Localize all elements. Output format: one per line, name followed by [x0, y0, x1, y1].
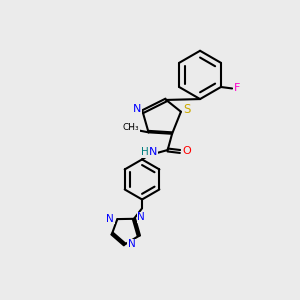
Text: methyl: methyl: [129, 127, 134, 128]
Text: S: S: [183, 103, 190, 116]
Text: H: H: [141, 147, 149, 157]
Text: N: N: [133, 104, 141, 114]
Text: CH₃: CH₃: [122, 123, 139, 132]
Text: N: N: [128, 239, 136, 250]
Text: N: N: [137, 212, 145, 222]
Text: N: N: [106, 214, 114, 224]
Text: F: F: [234, 83, 241, 94]
Text: O: O: [182, 146, 191, 156]
Text: N: N: [148, 147, 157, 157]
Text: methyl: methyl: [130, 127, 135, 128]
